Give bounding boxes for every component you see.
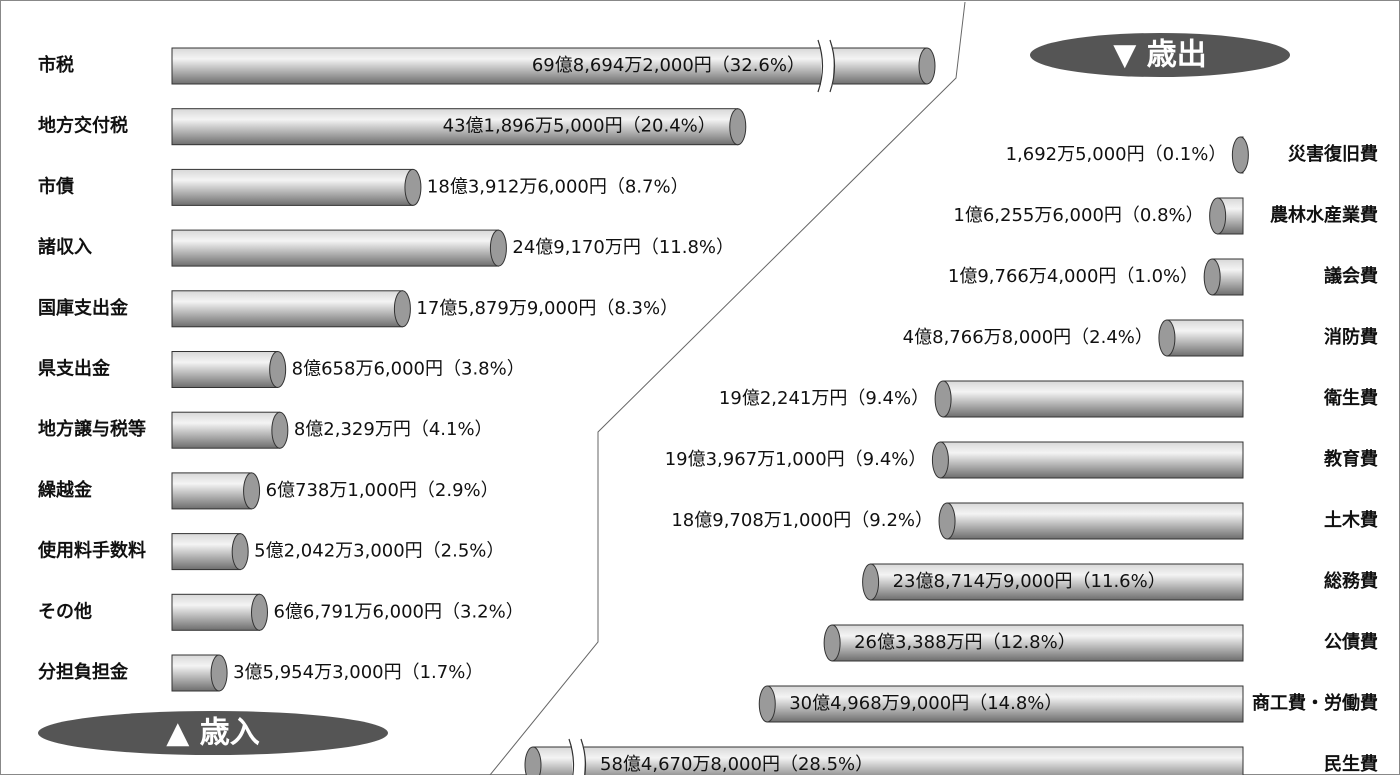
divider: [489, 1, 966, 775]
category-label: 国庫支出金: [38, 297, 129, 319]
bar: [171, 593, 260, 631]
value-label: 8億2,329万円（4.1%）: [294, 419, 493, 440]
category-label: 使用料手数料: [37, 540, 146, 562]
chart-title: ▼ 歳出: [1113, 38, 1207, 73]
bar-cap: [489, 229, 507, 267]
bar: [171, 47, 928, 85]
bar-cap: [271, 411, 289, 449]
category-label: 繰越金: [38, 479, 93, 501]
bar: [171, 290, 403, 328]
value-label: 6億738万1,000円（2.9%）: [266, 480, 499, 501]
chart-title: ▲ 歳入: [166, 716, 260, 751]
category-label: 災害復旧費: [1288, 143, 1378, 165]
axis-break: [829, 39, 836, 93]
value-label: 5億2,042万3,000円（2.5%）: [254, 541, 504, 562]
value-label: 43億1,896万5,000円（20.4%）: [443, 116, 716, 137]
category-label: 地方交付税: [38, 115, 128, 137]
value-label: 58億4,670万8,000円（28.5%）: [600, 754, 873, 775]
category-label: 土木費: [1324, 509, 1378, 531]
bar-cap: [231, 533, 249, 571]
bar-cap: [1203, 258, 1221, 296]
bar: [831, 624, 1244, 662]
bar-cap: [931, 441, 949, 479]
value-label: 8億658万6,000円（3.8%）: [292, 359, 525, 380]
axis-break: [572, 744, 584, 775]
category-label: 諸収入: [38, 236, 92, 258]
bar-cap: [243, 472, 261, 510]
value-label: 1,692万5,000円（0.1%）: [1006, 144, 1227, 165]
value-label: 19億3,967万1,000円（9.4%）: [665, 449, 927, 470]
category-label: 分担負担金: [38, 661, 129, 683]
value-label: 69億8,694万2,000円（32.6%）: [532, 55, 805, 76]
bar-cap: [934, 380, 952, 418]
bar-cap: [938, 502, 956, 540]
bar-cap: [393, 290, 411, 328]
category-label: 総務費: [1324, 570, 1378, 592]
category-label: 市債: [38, 175, 74, 197]
bar-cap: [404, 168, 422, 206]
bar: [171, 351, 279, 388]
bar: [939, 441, 1244, 479]
category-label: 議会費: [1324, 265, 1378, 287]
bar-cap: [1231, 136, 1249, 174]
bar-cap: [1209, 197, 1227, 235]
bar-cap: [729, 108, 747, 146]
value-label: 1億9,766万4,000円（1.0%）: [948, 266, 1198, 287]
axis-break: [817, 39, 824, 93]
bar: [1166, 319, 1244, 357]
value-label: 23億8,714万9,000円（11.6%）: [893, 571, 1166, 592]
bar-cap: [210, 654, 228, 692]
pill: [38, 711, 388, 755]
bar: [171, 229, 499, 267]
value-label: 17億5,879万9,000円（8.3%）: [416, 298, 678, 319]
value-label: 6億6,791万6,000円（3.2%）: [273, 601, 523, 622]
axis-break: [568, 738, 575, 775]
bar: [942, 380, 1244, 418]
axis-break: [580, 738, 587, 775]
bar: [171, 472, 253, 510]
category-label: 衛生費: [1323, 387, 1378, 409]
value-label: 4億8,766万8,000円（2.4%）: [903, 327, 1153, 348]
category-label: 公債費: [1324, 631, 1378, 653]
category-label: 農林水産業費: [1270, 204, 1378, 226]
bar: [171, 411, 281, 449]
bar-cap: [823, 624, 841, 662]
bar: [171, 108, 739, 146]
bar-cap: [524, 746, 542, 775]
category-label: 県支出金: [38, 358, 111, 380]
value-label: 18億9,708万1,000円（9.2%）: [671, 510, 933, 531]
value-label: 30億4,968万9,000円（14.8%）: [789, 693, 1062, 714]
category-label: その他: [38, 600, 92, 622]
pill: [1030, 33, 1290, 77]
category-label: 商工費・労働費: [1252, 692, 1378, 714]
bar: [946, 502, 1244, 540]
bar-cap: [269, 351, 287, 388]
value-label: 3億5,954万3,000円（1.7%）: [233, 662, 483, 683]
bar: [532, 746, 1244, 775]
bar: [870, 563, 1244, 601]
value-label: 26億3,388万円（12.8%）: [854, 632, 1076, 653]
value-label: 18億3,912万6,000円（8.7%）: [427, 176, 689, 197]
category-label: 消防費: [1324, 326, 1378, 348]
bar-cap: [862, 563, 880, 601]
bar: [171, 533, 241, 571]
bar: [766, 685, 1244, 723]
category-label: 民生費: [1324, 753, 1378, 775]
bar-cap: [758, 685, 776, 723]
bar-cap: [1158, 319, 1176, 357]
bar-cap: [918, 47, 936, 85]
category-label: 教育費: [1324, 448, 1378, 470]
bar: [171, 168, 414, 206]
value-label: 24億9,170万円（11.8%）: [512, 237, 734, 258]
category-label: 市税: [38, 54, 74, 76]
value-label: 1億6,255万6,000円（0.8%）: [953, 205, 1203, 226]
category-label: 地方譲与税等: [38, 418, 146, 440]
bar-cap: [250, 593, 268, 631]
axis-break: [821, 45, 833, 87]
value-label: 19億2,241万円（9.4%）: [719, 388, 929, 409]
